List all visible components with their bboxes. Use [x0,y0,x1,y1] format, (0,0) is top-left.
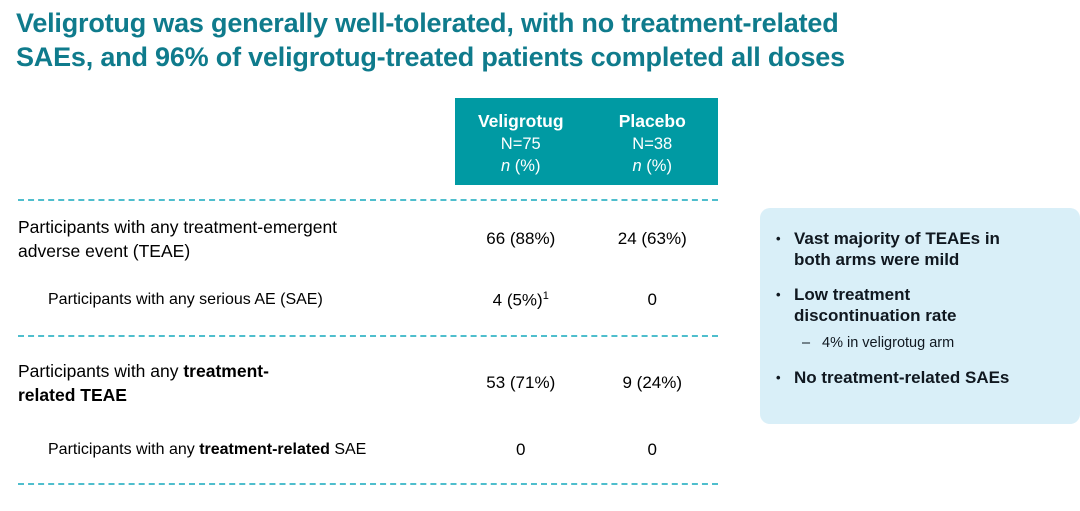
table-body: Participants with any treatment-emergent… [18,201,718,485]
header-spacer [18,98,455,185]
column-name: Placebo [618,111,686,131]
dashed-divider [18,199,718,201]
dashed-divider [18,483,718,485]
sub-bullet-text: 4% in veligrotug arm [822,335,955,351]
row-label: Participants with any treatment-emergent… [18,217,338,261]
row-label: Participants with any treatment-related … [48,441,367,458]
bullet-marker: • [776,370,781,385]
callout-list: • Vast majority of TEAEs in both arms wer… [776,228,1064,388]
row-label: Participants with any serious AE (SAE) [48,291,323,308]
unit-italic: n [632,157,642,175]
table-row: Participants with any treatment-related … [18,425,718,483]
callout-bullet: • Vast majority of TEAEs in both arms wer… [776,228,1064,270]
bullet-marker: • [776,287,781,302]
footnote-marker: 1 [542,289,549,302]
title-line-1: Veligrotug was generally well-tolerated,… [16,8,839,38]
row-value: 66 (88%) [486,229,556,248]
row-value: 24 (63%) [617,229,687,248]
bullet-marker: • [776,231,781,246]
bullet-text: No treatment-related SAEs [794,368,1010,387]
header-block: Veligrotug N=75 n (%) Placebo N=38 n (%) [455,98,718,185]
column-header-veligrotug: Veligrotug N=75 n (%) [455,109,587,185]
callout-bullet: • Low treatment discontinuation rate [776,284,1064,326]
row-value: 0 [647,290,657,309]
unit-rest: (%) [641,157,672,175]
column-unit: n (%) [455,155,587,177]
title-line-2: SAEs, and 96% of veligrotug-treated pati… [16,42,845,72]
row-value: 0 [647,440,657,459]
key-findings-callout: • Vast majority of TEAEs in both arms wer… [760,208,1080,424]
row-value: 53 (71%) [486,373,556,392]
column-n: N=38 [632,135,673,153]
unit-italic: n [501,157,511,175]
callout-sub-bullet: –4% in veligrotug arm [802,334,1064,353]
column-unit: n (%) [587,155,719,177]
table-row: Participants with any treatment- related… [18,337,718,425]
column-header-placebo: Placebo N=38 n (%) [587,109,719,185]
unit-rest: (%) [510,157,541,175]
row-value: 9 (24%) [622,373,683,392]
table-header: Veligrotug N=75 n (%) Placebo N=38 n (%) [18,98,718,185]
dash-marker: – [802,335,811,351]
slide-title: Veligrotug was generally well-tolerated,… [16,6,1076,74]
column-n: N=75 [500,135,541,153]
table-row: Participants with any serious AE (SAE) 4 … [18,279,718,335]
bullet-text: Vast majority of TEAEs in both arms were… [794,229,1000,269]
callout-bullet: • No treatment-related SAEs [776,367,1064,388]
row-label: Participants with any treatment- related… [18,361,269,405]
row-value: 0 [516,440,526,459]
column-name: Veligrotug [477,111,564,131]
safety-table: Veligrotug N=75 n (%) Placebo N=38 n (%)… [18,98,718,485]
table-row: Participants with any treatment-emergent… [18,201,718,279]
dashed-divider [18,335,718,337]
bullet-text: Low treatment discontinuation rate [794,285,957,325]
row-value: 4 (5%)1 [492,289,549,310]
